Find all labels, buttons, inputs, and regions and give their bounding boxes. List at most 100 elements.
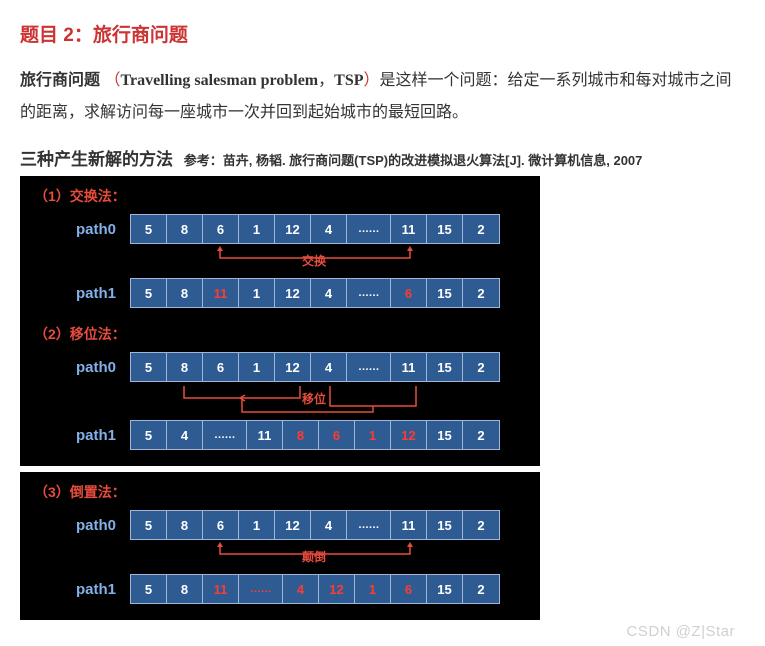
m3-path1-cells: 5811……41216152 — [130, 574, 500, 604]
m3-annotation: 颠倒 — [130, 544, 510, 570]
array-cell: 15 — [427, 215, 463, 243]
array-cell: 1 — [355, 575, 391, 603]
array-cell: 6 — [391, 575, 427, 603]
m2-path1-cells: 54……1186112152 — [130, 420, 500, 450]
m1-path1-cells: 58111124……6152 — [130, 278, 500, 308]
array-cell: 11 — [203, 279, 239, 307]
array-cell: 12 — [391, 421, 427, 449]
array-cell: 5 — [131, 511, 167, 539]
m3-path0-row: path0 5861124……11152 — [30, 510, 530, 540]
array-cell: 6 — [391, 279, 427, 307]
m1-anno-text: 交换 — [302, 252, 326, 269]
watermark: CSDN @Z|Star — [627, 623, 735, 640]
desc-prefix: 旅行商问题 — [20, 72, 100, 89]
m2-anno-text: 移位 — [302, 390, 326, 407]
array-cell: 11 — [391, 353, 427, 381]
methods-title: 三种产生新解的方法 — [20, 150, 173, 169]
paren-close: ） — [363, 72, 379, 89]
array-cell: 15 — [427, 511, 463, 539]
array-cell: 1 — [239, 511, 275, 539]
array-cell: 1 — [239, 215, 275, 243]
array-cell: 6 — [319, 421, 355, 449]
array-cell: 2 — [463, 421, 499, 449]
desc-comma: ， — [318, 72, 334, 89]
array-cell: 15 — [427, 575, 463, 603]
array-cell: 1 — [355, 421, 391, 449]
m2-path0-row: path0 5861124……11152 — [30, 352, 530, 382]
m2-path0-cells: 5861124……11152 — [130, 352, 500, 382]
array-cell: …… — [347, 279, 391, 307]
paren-open: （ — [104, 72, 120, 89]
array-cell: 4 — [311, 353, 347, 381]
array-cell: 5 — [131, 575, 167, 603]
method2-label: （2）移位法： — [34, 324, 530, 344]
array-cell: 11 — [391, 215, 427, 243]
m3-anno-text: 颠倒 — [302, 548, 326, 565]
array-cell: 5 — [131, 215, 167, 243]
array-cell: 11 — [247, 421, 283, 449]
array-cell: …… — [347, 353, 391, 381]
m1-path1-row: path1 58111124……6152 — [30, 278, 530, 308]
m2-path1-label: path1 — [30, 427, 130, 444]
array-cell: 11 — [391, 511, 427, 539]
array-cell: 4 — [283, 575, 319, 603]
array-cell: 4 — [311, 215, 347, 243]
method1-label: （1）交换法： — [34, 186, 530, 206]
array-cell: 8 — [167, 215, 203, 243]
method3-label: （3）倒置法： — [34, 482, 530, 502]
array-cell: 12 — [275, 511, 311, 539]
m3-path1-row: path1 5811……41216152 — [30, 574, 530, 604]
array-cell: 8 — [167, 511, 203, 539]
array-cell: 15 — [427, 279, 463, 307]
panel-swap-shift: （1）交换法： path0 5861124……11152 交换 path1 58… — [20, 176, 540, 466]
array-cell: …… — [347, 511, 391, 539]
m2-path0-label: path0 — [30, 359, 130, 376]
m1-path1-label: path1 — [30, 285, 130, 302]
desc-tsp: TSP — [334, 72, 363, 89]
array-cell: 11 — [203, 575, 239, 603]
array-cell: 4 — [311, 279, 347, 307]
array-cell: 12 — [275, 279, 311, 307]
m1-annotation: 交换 — [130, 248, 510, 274]
array-cell: 5 — [131, 279, 167, 307]
m3-path0-label: path0 — [30, 517, 130, 534]
page-title: 题目 2：旅行商问题 — [20, 20, 745, 47]
desc-english: Travelling salesman problem — [120, 72, 318, 89]
array-cell: 6 — [203, 215, 239, 243]
array-cell: 15 — [427, 353, 463, 381]
array-cell: 1 — [239, 279, 275, 307]
array-cell: 6 — [203, 353, 239, 381]
array-cell: 5 — [131, 421, 167, 449]
m3-path0-cells: 5861124……11152 — [130, 510, 500, 540]
array-cell: 15 — [427, 421, 463, 449]
array-cell: 12 — [275, 215, 311, 243]
array-cell: 2 — [463, 511, 499, 539]
array-cell: 12 — [319, 575, 355, 603]
array-cell: 6 — [203, 511, 239, 539]
m3-path1-label: path1 — [30, 581, 130, 598]
array-cell: 8 — [167, 279, 203, 307]
array-cell: 2 — [463, 353, 499, 381]
array-cell: 8 — [167, 353, 203, 381]
array-cell: 8 — [167, 575, 203, 603]
m1-path0-row: path0 5861124……11152 — [30, 214, 530, 244]
m2-path1-row: path1 54……1186112152 — [30, 420, 530, 450]
m1-path0-label: path0 — [30, 221, 130, 238]
methods-reference: 参考：苗卉, 杨韬. 旅行商问题(TSP)的改进模拟退火算法[J]. 微计算机信… — [184, 153, 643, 168]
array-cell: 2 — [463, 575, 499, 603]
array-cell: 1 — [239, 353, 275, 381]
methods-header: 三种产生新解的方法 参考：苗卉, 杨韬. 旅行商问题(TSP)的改进模拟退火算法… — [20, 145, 745, 170]
array-cell: 4 — [167, 421, 203, 449]
array-cell: 5 — [131, 353, 167, 381]
array-cell: 8 — [283, 421, 319, 449]
panel-reverse: （3）倒置法： path0 5861124……11152 颠倒 path1 58… — [20, 472, 540, 620]
m2-annotation: 移位 — [130, 386, 510, 416]
array-cell: 2 — [463, 279, 499, 307]
problem-description: 旅行商问题 （Travelling salesman problem，TSP）是… — [20, 65, 745, 129]
array-cell: …… — [203, 421, 247, 449]
array-cell: 12 — [275, 353, 311, 381]
array-cell: 2 — [463, 215, 499, 243]
array-cell: 4 — [311, 511, 347, 539]
m1-path0-cells: 5861124……11152 — [130, 214, 500, 244]
array-cell: …… — [239, 575, 283, 603]
